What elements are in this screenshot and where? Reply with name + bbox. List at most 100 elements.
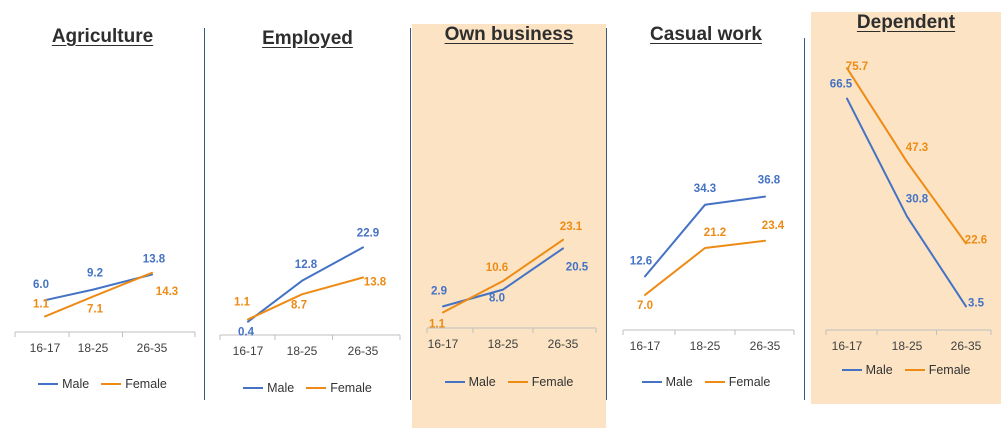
x-tick-label: 26-35 <box>548 337 579 351</box>
x-tick-label: 26-35 <box>137 341 168 355</box>
chart-panel-own-business: Own business 16-17 18-25 26-35 2.9 8.0 20.5 1.1… <box>412 24 606 428</box>
data-label-female: 13.8 <box>364 276 387 288</box>
panel-divider <box>606 28 607 400</box>
x-tick-label: 26-35 <box>951 339 982 353</box>
data-label-female: 14.3 <box>156 286 178 298</box>
series-line-female <box>44 271 153 318</box>
legend-item-male: Male <box>841 363 893 377</box>
panel-divider <box>804 38 805 400</box>
data-label-female: 10.6 <box>486 262 508 274</box>
x-tick-label: 18-25 <box>78 341 109 355</box>
chart-panel-casual-work: Casual work 16-17 18-25 26-35 12.6 34.3 36.8 7.… <box>608 0 804 404</box>
chart-title: Employed <box>262 28 353 49</box>
x-tick-label: 16-17 <box>630 339 661 353</box>
series-line-female <box>247 276 364 321</box>
x-tick-label: 18-25 <box>488 337 519 351</box>
legend-label-male: Male <box>468 375 496 389</box>
series-line-female <box>442 238 564 314</box>
legend-item-male: Male <box>38 377 89 391</box>
data-label-female: 7.0 <box>637 300 653 312</box>
legend-swatch-male <box>243 387 264 389</box>
data-label-male: 8.0 <box>489 293 505 305</box>
chart-panel-agriculture: Agriculture 16-17 18-25 26-35 6.0 9.2 13.8 1.1 7… <box>0 0 205 404</box>
legend-swatch-male <box>641 381 662 383</box>
chart-panel-dependent: Dependent 16-17 18-25 26-35 66.5 30.8 3.5 75.7 4… <box>811 12 1001 404</box>
legend-item-male: Male <box>243 381 294 395</box>
legend-item-female: Female <box>904 363 971 377</box>
legend-label-female: Female <box>125 377 167 391</box>
data-label-male: 2.9 <box>431 285 447 297</box>
x-tick-label: 16-17 <box>30 341 61 355</box>
plot-area: 16-17 18-25 26-35 12.6 34.3 36.8 7.0 21.2 23.4 <box>622 175 795 353</box>
legend-label-male: Male <box>62 377 90 391</box>
data-label-female: 1.1 <box>33 298 50 310</box>
x-tick-label: 16-17 <box>233 344 264 358</box>
data-label-female: 1.1 <box>234 296 251 308</box>
legend-label-male: Male <box>865 363 893 377</box>
data-label-female: 21.2 <box>704 227 726 239</box>
legend-swatch-male <box>444 381 465 383</box>
data-label-male: 12.8 <box>295 259 318 271</box>
data-label-male: 36.8 <box>758 175 781 187</box>
series-line-male <box>44 273 153 302</box>
legend-swatch-male <box>841 369 862 371</box>
series-line-male <box>644 195 766 278</box>
plot-area: 16-17 18-25 26-35 0.4 12.8 22.9 1.1 8.7 13.8 <box>219 227 401 358</box>
data-label-male: 66.5 <box>830 79 853 91</box>
data-label-female: 8.7 <box>291 299 307 311</box>
plot-area: 16-17 18-25 26-35 66.5 30.8 3.5 75.7 47.3 22.6 <box>825 61 992 353</box>
data-label-male: 13.8 <box>143 253 166 265</box>
legend-swatch-female <box>507 381 528 383</box>
x-tick-label: 16-17 <box>832 339 863 353</box>
legend-item-female: Female <box>507 375 574 389</box>
data-label-male: 0.4 <box>238 327 255 339</box>
data-label-male: 3.5 <box>968 297 985 309</box>
legend-item-female: Female <box>704 375 771 389</box>
legend: Male Female <box>205 381 410 395</box>
legend-swatch-female <box>704 381 725 383</box>
legend: Male Female <box>811 363 1001 377</box>
data-label-female: 75.7 <box>846 61 868 73</box>
legend-label-female: Female <box>928 363 971 377</box>
data-label-male: 6.0 <box>33 279 49 291</box>
chart-panel-employed: Employed 16-17 18-25 26-35 0.4 12.8 22.9 1.1 8.7… <box>205 0 410 404</box>
chart-title: Own business <box>444 24 574 45</box>
data-label-female: 1.1 <box>429 318 446 330</box>
x-tick-label: 26-35 <box>348 344 379 358</box>
data-label-male: 30.8 <box>906 193 929 205</box>
series-line-female <box>644 239 766 296</box>
legend-label-female: Female <box>531 375 574 389</box>
data-label-male: 12.6 <box>630 255 652 267</box>
series-line-male <box>247 246 364 323</box>
legend-swatch-female <box>101 383 122 385</box>
chart-title: Agriculture <box>51 26 154 47</box>
legend-item-male: Male <box>444 375 496 389</box>
data-label-male: 20.5 <box>566 261 589 273</box>
x-tick-label: 16-17 <box>428 337 459 351</box>
data-label-female: 23.4 <box>762 220 785 232</box>
legend-label-female: Female <box>330 381 372 395</box>
data-label-male: 22.9 <box>357 227 379 239</box>
data-label-male: 9.2 <box>87 268 103 280</box>
series-line-female <box>846 67 967 245</box>
x-tick-label: 26-35 <box>750 339 781 353</box>
legend: Male Female <box>608 375 804 389</box>
legend-label-male: Male <box>665 375 693 389</box>
x-tick-label: 18-25 <box>287 344 318 358</box>
legend-label-female: Female <box>728 375 771 389</box>
legend: Male Female <box>412 375 606 389</box>
legend-item-female: Female <box>306 381 372 395</box>
x-tick-label: 18-25 <box>892 339 923 353</box>
x-tick-label: 18-25 <box>690 339 721 353</box>
chart-title: Casual work <box>650 24 762 45</box>
panel-divider <box>410 28 411 400</box>
data-label-female: 7.1 <box>87 304 104 316</box>
data-label-female: 47.3 <box>906 142 928 154</box>
panel-divider <box>204 28 205 400</box>
plot-area: 16-17 18-25 26-35 2.9 8.0 20.5 1.1 10.6 23.1 <box>426 221 597 351</box>
data-label-male: 34.3 <box>694 183 716 195</box>
legend: Male Female <box>0 377 205 391</box>
legend-item-male: Male <box>641 375 693 389</box>
data-label-female: 23.1 <box>560 221 583 233</box>
legend-label-male: Male <box>267 381 295 395</box>
